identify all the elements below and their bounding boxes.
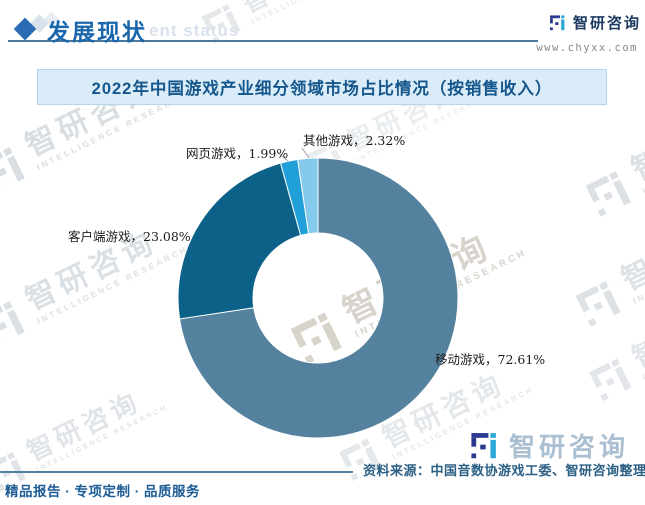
donut-chart [158,138,478,458]
slice-label-web-games: 网页游戏，1.99% [186,146,289,161]
slice-label-mobile-games: 移动游戏，72.61% [435,352,546,367]
brand-url: www.chyxx.com [536,42,638,54]
zhiyan-logo-icon [468,429,502,463]
chart-title-box: 2022年中国游戏产业细分领域市场占比情况（按销售收入） [37,69,607,105]
header-divider [8,40,538,42]
donut-slice-1 [177,162,302,320]
footer-brand-logo: 智研咨询 [468,427,629,464]
brand-name: 智研咨询 [573,15,642,32]
chart-title: 2022年中国游戏产业细分领域市场占比情况（按销售收入） [91,80,553,98]
footer-tagline: 精品报告 · 专项定制 · 品质服务 [5,484,200,499]
zhiyan-logo-icon [569,272,631,334]
slice-label-client-games: 客户端游戏，23.08% [68,229,191,244]
label-leader-line [276,151,289,162]
zhiyan-logo-icon [0,138,35,200]
header-english-watermark: ent status [149,21,240,40]
zhiyan-logo-icon [0,292,35,354]
footer-brand-name: 智研咨询 [509,432,630,462]
donut-slice-0 [179,157,459,439]
zhiyan-logo-icon [583,350,641,408]
label-leader-line [301,147,310,159]
footer-divider [0,471,353,473]
zhiyan-logo-icon [548,13,568,33]
source-note: 资料来源：中国音数协游戏工委、智研咨询整理 [363,463,645,478]
brand-logo: 智研咨询 [548,12,641,33]
page-title: 发展现状 [47,19,147,45]
zhiyan-logo-icon [579,162,641,224]
donut-chart-svg [177,147,459,439]
donut-slice-3 [297,157,319,235]
slice-label-other-games: 其他游戏，2.32% [303,133,406,148]
